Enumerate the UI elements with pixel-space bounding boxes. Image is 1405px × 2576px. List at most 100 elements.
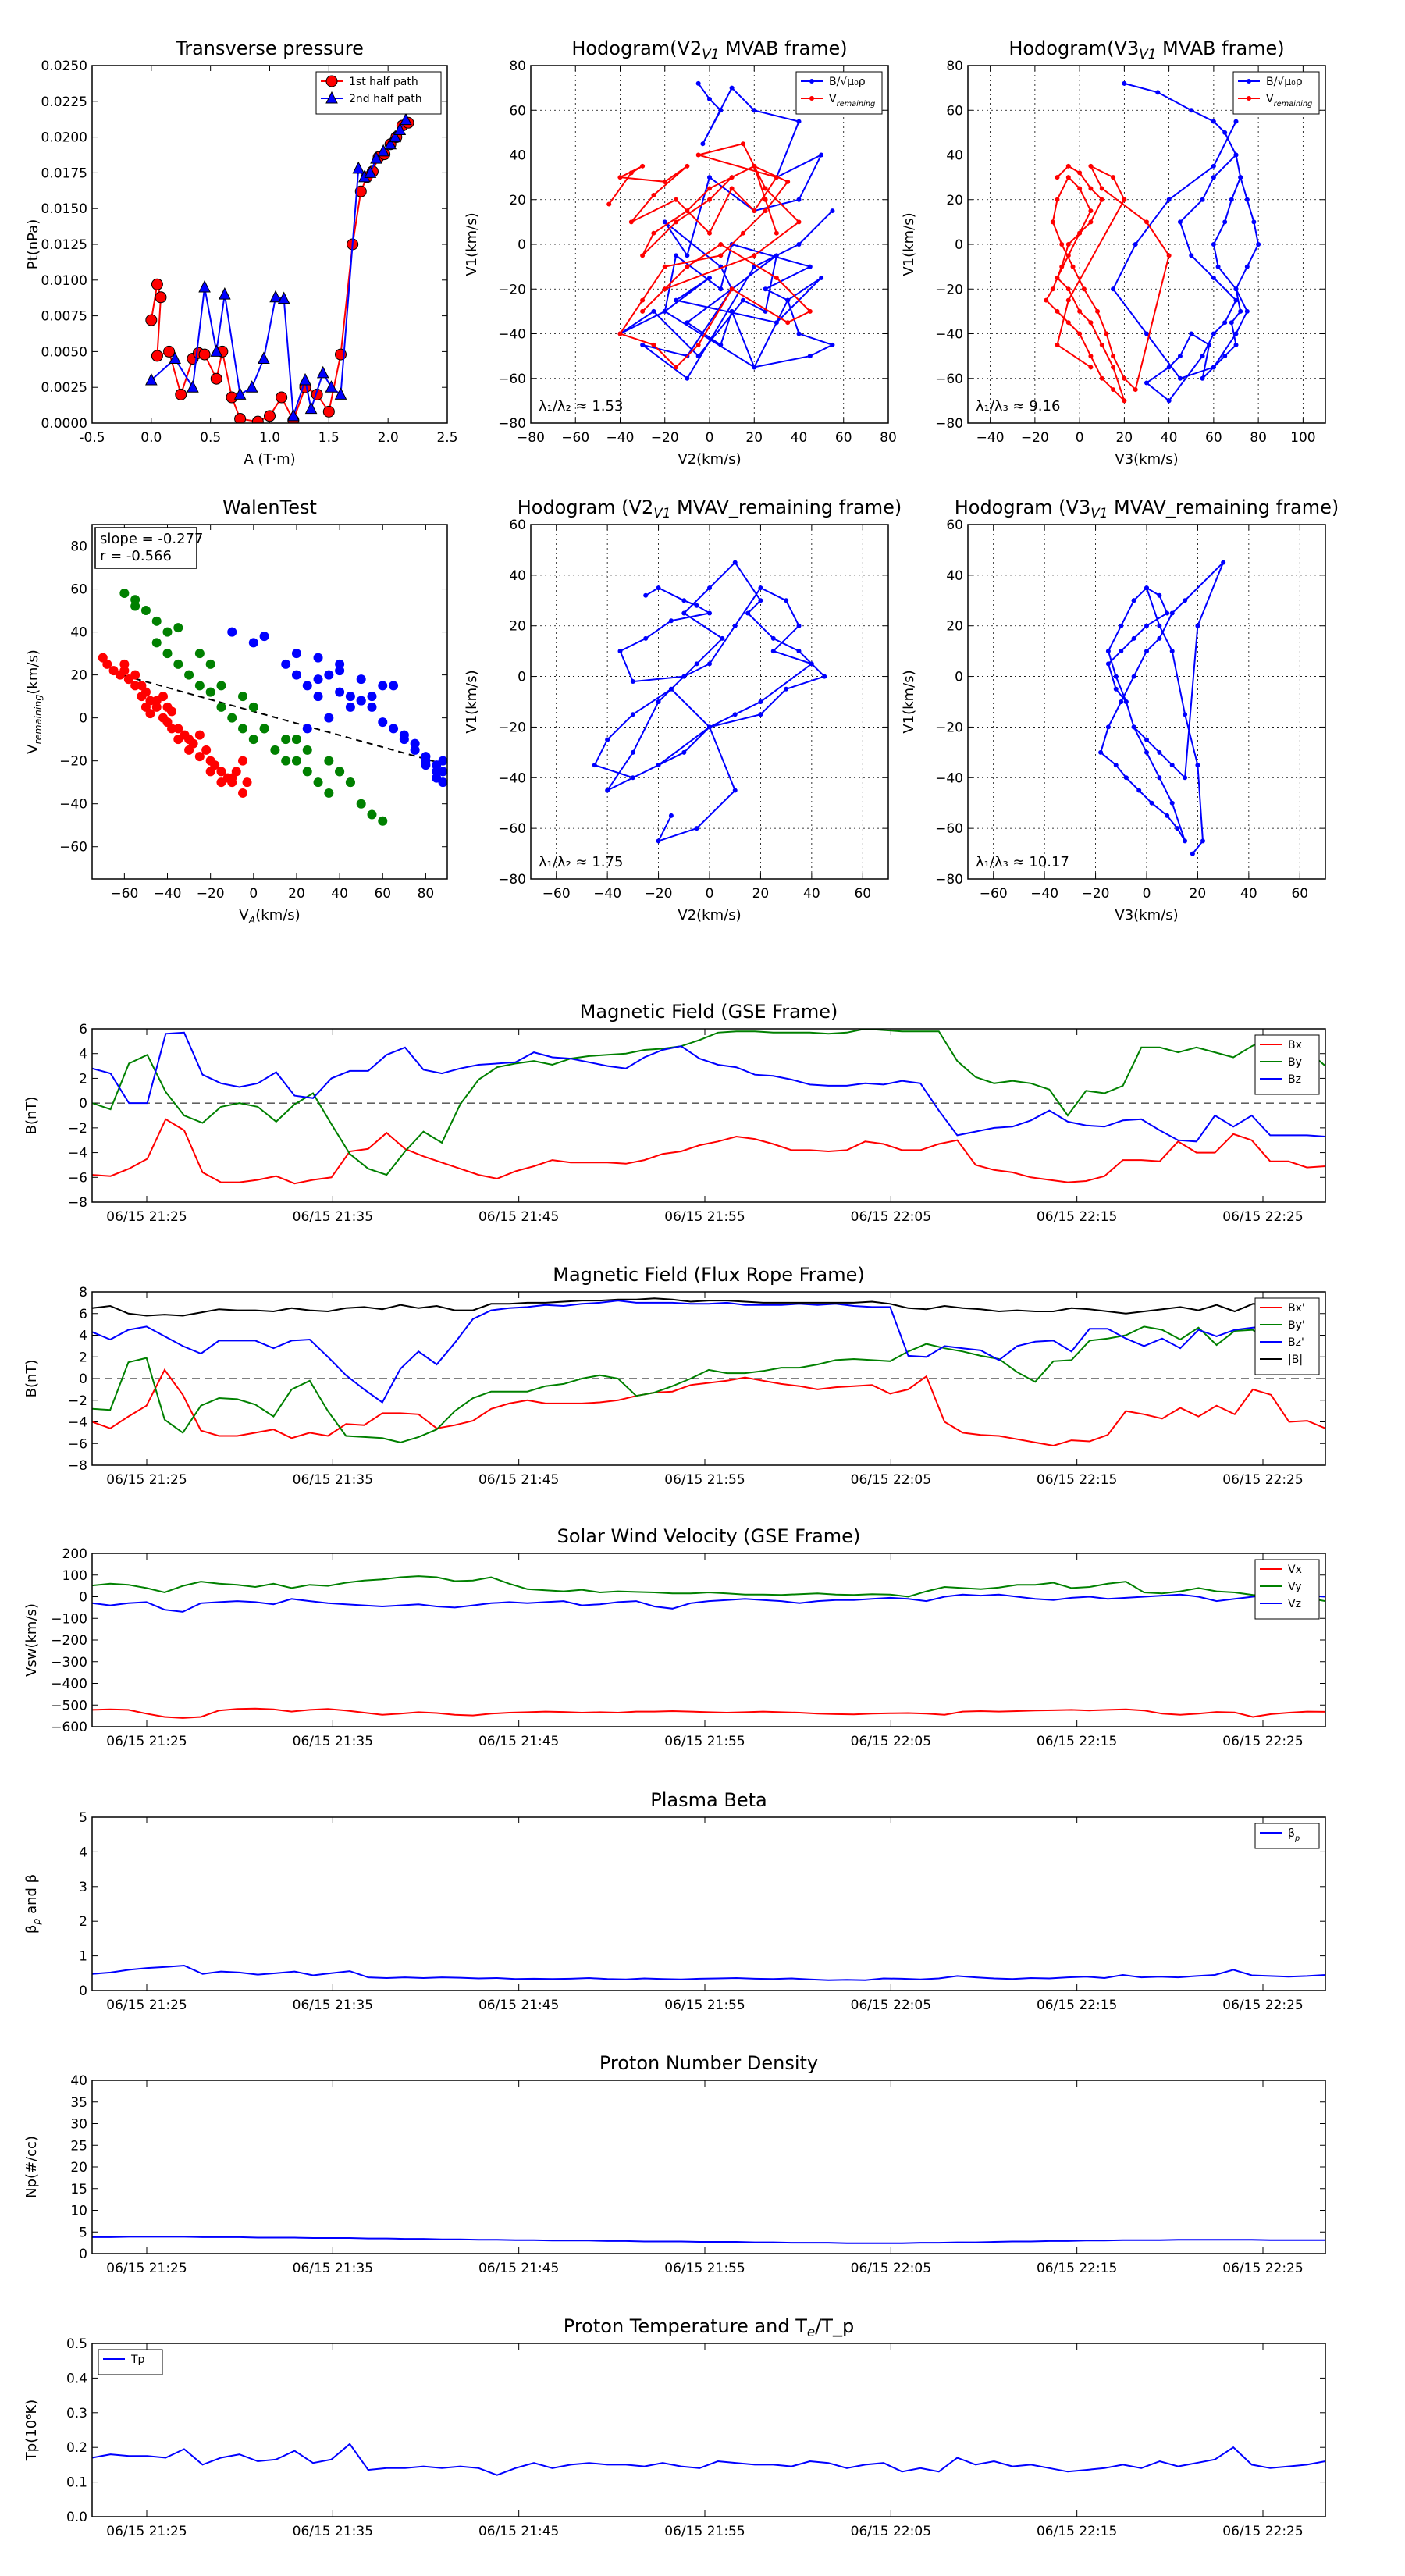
data-point	[184, 745, 194, 755]
data-point	[248, 702, 258, 712]
y-tick-label: 0	[518, 237, 526, 253]
legend-label: Bz'	[1288, 1336, 1304, 1349]
series-line	[593, 561, 827, 843]
data-point	[400, 112, 412, 126]
x-tick-label: 06/15 21:55	[664, 1998, 745, 2013]
data-point	[685, 208, 690, 214]
data-point	[158, 713, 168, 723]
data-point	[216, 681, 226, 691]
chart-walen: WalenTest −60 −40 −20 0 20 40 60 80 −60 −40 −20 0 20 4…	[25, 496, 448, 926]
plot-frame-h4	[967, 524, 1326, 880]
x-tick-label: 06/15 21:25	[106, 1998, 187, 2013]
y-tick-label: −60	[498, 372, 526, 387]
data-point	[651, 308, 656, 314]
y-tick-label: 2	[79, 1914, 87, 1930]
y-tick-label: 35	[70, 2095, 87, 2111]
data-point	[130, 601, 140, 611]
x-tick-label: −60	[542, 886, 571, 902]
chart-h4: Hodogram (V3V1 MVAV_remaining frame) −80 −…	[901, 496, 1339, 923]
data-point	[302, 767, 312, 777]
data-point	[1183, 712, 1188, 717]
y-tick-label: 0.0	[66, 2510, 87, 2525]
data-point	[227, 773, 237, 783]
y-tick-label: −100	[51, 1611, 87, 1627]
x-tick-label: 2.0	[378, 430, 399, 446]
y-tick-label: 80	[509, 59, 526, 74]
legend-label: B/√μ₀ρ	[1266, 76, 1303, 88]
data-point	[1238, 175, 1243, 180]
data-point	[707, 186, 712, 191]
data-point	[628, 170, 634, 176]
data-point	[334, 387, 347, 400]
data-point	[643, 635, 649, 641]
series-line	[92, 1300, 1272, 1404]
data-point	[774, 253, 779, 258]
data-point	[651, 342, 656, 347]
data-point	[1044, 297, 1049, 303]
series-vsw-2	[92, 1592, 1325, 1613]
data-layer-h2	[1044, 80, 1261, 404]
data-point	[1157, 623, 1162, 628]
y-tick-label: 0.0050	[41, 344, 87, 360]
data-point	[1200, 354, 1205, 359]
data-point	[718, 342, 724, 347]
data-point	[1065, 253, 1071, 258]
series-walen-0	[98, 653, 252, 798]
data-point	[695, 152, 701, 158]
chart-pt: Transverse pressure 0.0000 0.0025 0.0050 0.0…	[25, 37, 458, 468]
chart-title-h3: Hodogram (V2V1 MVAV_remaining frame)	[518, 496, 902, 521]
legend-tp: Tp	[98, 2349, 163, 2375]
legend-label: |B|	[1288, 1354, 1303, 1366]
data-point	[729, 175, 735, 180]
annotation-h2: λ₁/λ₃ ≈ 9.16	[976, 398, 1060, 415]
x-tick-label: 06/15 22:05	[851, 2524, 931, 2539]
x-tick-label: 40	[1240, 886, 1257, 902]
x-tick-label: 80	[880, 430, 897, 446]
data-point	[1131, 724, 1136, 730]
plot-frame-vsw	[91, 1553, 1326, 1727]
data-point	[784, 686, 789, 692]
y-tick-label: 5	[79, 2225, 87, 2240]
data-point	[216, 702, 226, 712]
x-tick-label: 06/15 21:35	[293, 1734, 373, 1749]
x-tick-label: 0	[706, 886, 714, 902]
data-point	[707, 96, 712, 101]
x-tick-label: −60	[980, 886, 1008, 902]
data-point	[1233, 342, 1239, 347]
data-point	[685, 264, 690, 269]
data-point	[796, 623, 802, 628]
y-tick-label: 5	[79, 1810, 87, 1826]
legend-bfr: Bx' By' Bz' |B|	[1254, 1297, 1320, 1375]
chart-title-vsw: Solar Wind Velocity (GSE Frame)	[557, 1525, 861, 1547]
data-point	[1099, 197, 1104, 202]
data-point	[130, 681, 140, 691]
data-point	[194, 730, 205, 740]
data-layer-bfr	[92, 1297, 1325, 1447]
data-point	[155, 291, 167, 304]
data-point	[1183, 598, 1188, 603]
data-point	[1055, 308, 1060, 314]
legend-label: Vx	[1288, 1564, 1302, 1576]
data-point	[681, 749, 687, 755]
data-point	[796, 119, 802, 124]
y-tick-label: −20	[935, 282, 963, 297]
x-tick-label: 06/15 21:45	[478, 1734, 559, 1749]
data-point	[640, 308, 646, 314]
y-tick-label: 20	[509, 619, 526, 635]
data-point	[227, 627, 237, 637]
x-tick-label: 06/15 21:55	[664, 2261, 745, 2276]
data-layer-np	[92, 2236, 1325, 2244]
series-bfr-0	[92, 1368, 1325, 1447]
series-line	[92, 1368, 1325, 1447]
data-point	[1122, 197, 1127, 202]
data-point	[345, 692, 355, 702]
data-point	[276, 391, 288, 404]
data-point	[809, 661, 814, 667]
data-point	[219, 287, 231, 300]
data-point	[1111, 286, 1116, 292]
data-point	[1133, 242, 1138, 247]
y-tick-label: −600	[51, 1720, 87, 1735]
data-point	[1065, 175, 1071, 180]
data-point	[393, 123, 407, 135]
data-point	[1200, 838, 1205, 844]
